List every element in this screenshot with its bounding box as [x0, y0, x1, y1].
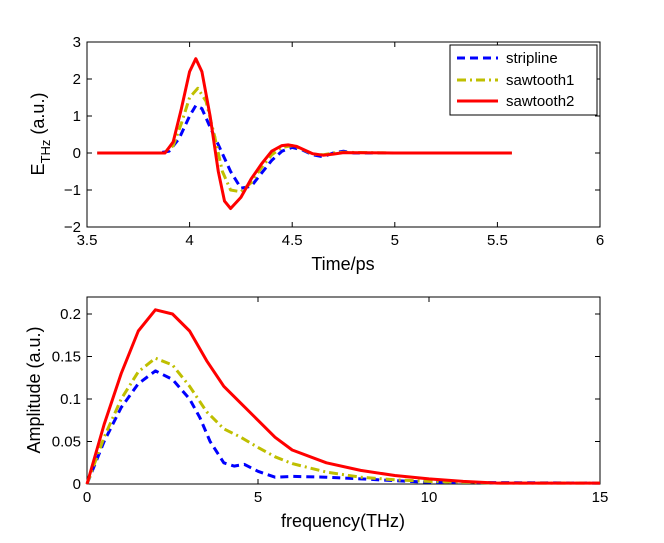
x-tick-label: 3.5 — [77, 232, 98, 249]
legend-label-sawtooth2: sawtooth2 — [506, 93, 574, 110]
y-axis-label-subscript: THz — [38, 140, 53, 164]
x-tick-label: 5 — [391, 232, 399, 249]
x-tick-label: 5 — [254, 489, 262, 506]
time-domain-panel: 3.5 4 4.5 5 5.5 6 −2 −1 0 1 2 3 Time/ps ETHz (a.u.)… — [28, 34, 604, 274]
x-tick-label: 4.5 — [282, 232, 303, 249]
y-tick-label: 0 — [73, 476, 81, 493]
axis-ticks: 0 5 10 15 0 0.05 0.1 0.15 0.2 — [52, 297, 609, 506]
y-axis-label-main: E — [28, 163, 48, 175]
y-axis-label: Amplitude (a.u.) — [24, 326, 44, 453]
legend-label-stripline: stripline — [506, 50, 558, 67]
x-tick-label: 0 — [83, 489, 91, 506]
frequency-domain-panel: 0 5 10 15 0 0.05 0.1 0.15 0.2 frequency(THz) Amp… — [24, 296, 609, 531]
series-line-sawtooth2 — [97, 57, 512, 210]
y-tick-label: 1 — [73, 108, 81, 125]
x-tick-label: 5.5 — [487, 232, 508, 249]
series-layer — [85, 308, 601, 485]
plot-area-frame — [86, 296, 601, 485]
y-tick-label: 0 — [73, 145, 81, 162]
x-axis-label: frequency(THz) — [281, 511, 405, 531]
axis-ticks: 3.5 4 4.5 5 5.5 6 −2 −1 0 1 2 3 — [64, 34, 604, 249]
series-layer — [97, 57, 512, 210]
x-tick-label: 6 — [596, 232, 604, 249]
x-tick-label: 10 — [421, 489, 438, 506]
y-tick-label: −1 — [64, 182, 81, 199]
y-tick-label: 3 — [73, 34, 81, 51]
y-axis-label: ETHz (a.u.) — [28, 93, 53, 176]
y-axis-label-unit: (a.u.) — [28, 93, 48, 140]
y-tick-label: 0.2 — [60, 306, 81, 323]
series-line-sawtooth2 — [85, 308, 600, 485]
legend: stripline sawtooth1 sawtooth2 — [449, 44, 598, 116]
x-tick-label: 15 — [592, 489, 609, 506]
legend-label-sawtooth1: sawtooth1 — [506, 72, 574, 89]
x-axis-label: Time/ps — [311, 254, 374, 274]
x-tick-label: 4 — [185, 232, 193, 249]
y-tick-label: −2 — [64, 219, 81, 236]
y-tick-label: 2 — [73, 71, 81, 88]
y-tick-label: 0.15 — [52, 349, 81, 366]
y-tick-label: 0.05 — [52, 434, 81, 451]
y-tick-label: 0.1 — [60, 391, 81, 408]
